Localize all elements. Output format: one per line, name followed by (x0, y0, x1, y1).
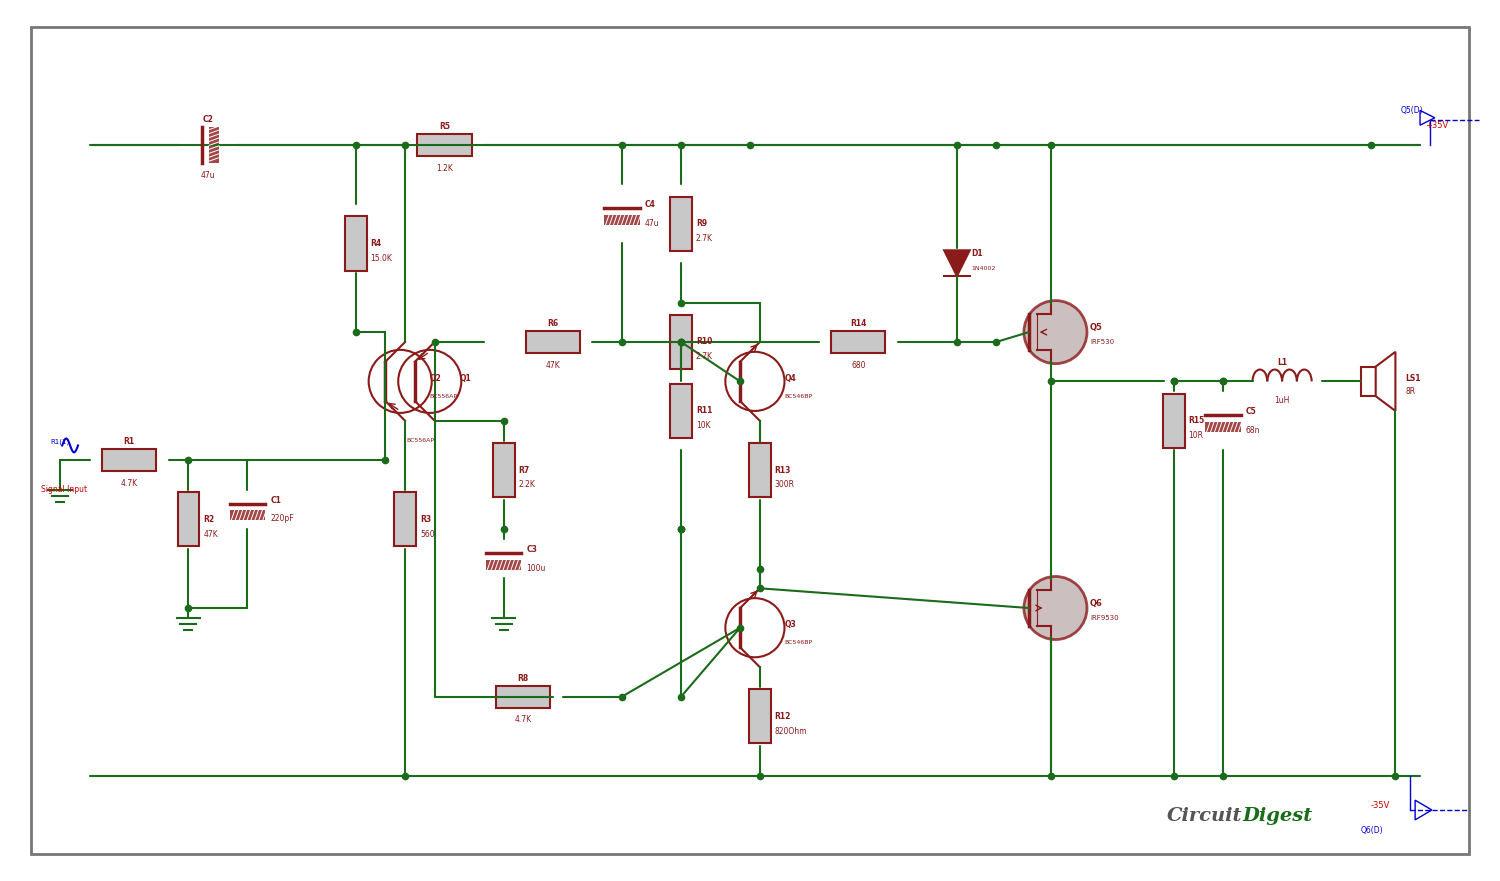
Text: R3: R3 (420, 515, 430, 524)
Text: 68n: 68n (1245, 426, 1260, 434)
Text: R1(1): R1(1) (51, 439, 69, 446)
Text: Digest: Digest (1242, 807, 1312, 825)
Text: Q3: Q3 (784, 620, 796, 629)
Text: Q5: Q5 (1090, 322, 1102, 331)
FancyBboxPatch shape (230, 510, 266, 521)
FancyBboxPatch shape (1162, 394, 1185, 448)
Polygon shape (944, 250, 969, 276)
Text: Signal Input: Signal Input (40, 485, 87, 494)
Text: 8R: 8R (1406, 387, 1416, 396)
Text: BC546BP: BC546BP (784, 640, 813, 645)
Text: Q1: Q1 (459, 374, 471, 383)
FancyBboxPatch shape (417, 134, 471, 156)
Text: C5: C5 (1245, 407, 1257, 416)
Text: 47u: 47u (201, 171, 216, 180)
Text: R5: R5 (440, 122, 450, 131)
Text: 100u: 100u (526, 564, 546, 573)
Text: L1: L1 (1276, 358, 1287, 366)
Text: R12: R12 (774, 712, 790, 721)
Text: C3: C3 (526, 544, 537, 554)
FancyBboxPatch shape (394, 492, 416, 546)
Circle shape (1024, 300, 1088, 364)
FancyBboxPatch shape (345, 217, 366, 270)
Text: R15: R15 (1188, 417, 1204, 426)
FancyBboxPatch shape (209, 127, 219, 163)
Text: BC546BP: BC546BP (784, 394, 813, 399)
Text: 47K: 47K (546, 360, 561, 370)
Text: -35V: -35V (1371, 801, 1390, 810)
FancyBboxPatch shape (831, 331, 885, 352)
FancyBboxPatch shape (486, 559, 522, 570)
Text: 2.7K: 2.7K (696, 352, 712, 361)
Text: R13: R13 (774, 465, 790, 475)
Text: BC556AP: BC556AP (430, 394, 457, 399)
Text: 15.0K: 15.0K (370, 254, 393, 263)
FancyBboxPatch shape (526, 331, 580, 352)
FancyBboxPatch shape (748, 443, 771, 497)
Text: 4.7K: 4.7K (120, 479, 138, 488)
FancyBboxPatch shape (1204, 422, 1240, 432)
Text: Q2: Q2 (430, 374, 441, 383)
Text: 560: 560 (420, 529, 435, 538)
Text: R14: R14 (850, 319, 867, 328)
Text: R8: R8 (518, 674, 530, 683)
Polygon shape (1360, 366, 1376, 396)
Polygon shape (1414, 800, 1432, 820)
Circle shape (1024, 576, 1088, 640)
Text: LS1: LS1 (1406, 374, 1420, 383)
Text: 47K: 47K (202, 529, 217, 538)
FancyBboxPatch shape (670, 315, 692, 369)
Text: D1: D1 (972, 248, 984, 258)
Text: 2.7K: 2.7K (696, 234, 712, 243)
Text: R7: R7 (519, 465, 530, 475)
FancyBboxPatch shape (30, 26, 1470, 855)
Text: C2: C2 (202, 115, 213, 124)
Text: BC556AP: BC556AP (406, 438, 433, 443)
Text: Q6: Q6 (1090, 598, 1102, 608)
Text: Circuit: Circuit (1167, 807, 1242, 825)
Text: 680: 680 (850, 360, 865, 370)
Text: 1N4002: 1N4002 (972, 265, 996, 270)
Text: R11: R11 (696, 406, 712, 416)
Text: IRF9530: IRF9530 (1090, 615, 1119, 621)
Text: +35V: +35V (1425, 121, 1448, 130)
Text: R9: R9 (696, 219, 706, 228)
Text: 1.2K: 1.2K (436, 164, 453, 173)
Polygon shape (1376, 352, 1395, 411)
FancyBboxPatch shape (604, 215, 639, 225)
FancyBboxPatch shape (494, 443, 514, 497)
FancyBboxPatch shape (670, 384, 692, 438)
Text: R1: R1 (123, 437, 135, 447)
Polygon shape (1420, 110, 1436, 125)
Text: R2: R2 (202, 515, 214, 524)
Text: 10K: 10K (696, 421, 711, 430)
Text: 300R: 300R (774, 480, 795, 489)
Text: Q4: Q4 (784, 374, 796, 383)
Text: 47u: 47u (645, 218, 658, 228)
FancyBboxPatch shape (177, 492, 200, 546)
Text: 2.2K: 2.2K (519, 480, 536, 489)
Text: C4: C4 (645, 200, 656, 209)
Text: Q6(D): Q6(D) (1360, 825, 1383, 834)
Text: 10R: 10R (1188, 431, 1203, 440)
Text: 4.7K: 4.7K (514, 715, 532, 724)
Text: Q5(D): Q5(D) (1401, 107, 1423, 115)
FancyBboxPatch shape (670, 196, 692, 251)
Text: 820Ohm: 820Ohm (774, 727, 807, 736)
Text: 220pF: 220pF (270, 515, 294, 523)
FancyBboxPatch shape (102, 449, 156, 471)
Text: C1: C1 (270, 495, 280, 505)
FancyBboxPatch shape (748, 689, 771, 744)
Text: IRF530: IRF530 (1090, 339, 1114, 345)
FancyBboxPatch shape (496, 685, 550, 707)
Text: R10: R10 (696, 337, 712, 346)
Text: 1uH: 1uH (1275, 396, 1290, 405)
Text: R4: R4 (370, 239, 382, 248)
Text: R6: R6 (548, 319, 558, 328)
